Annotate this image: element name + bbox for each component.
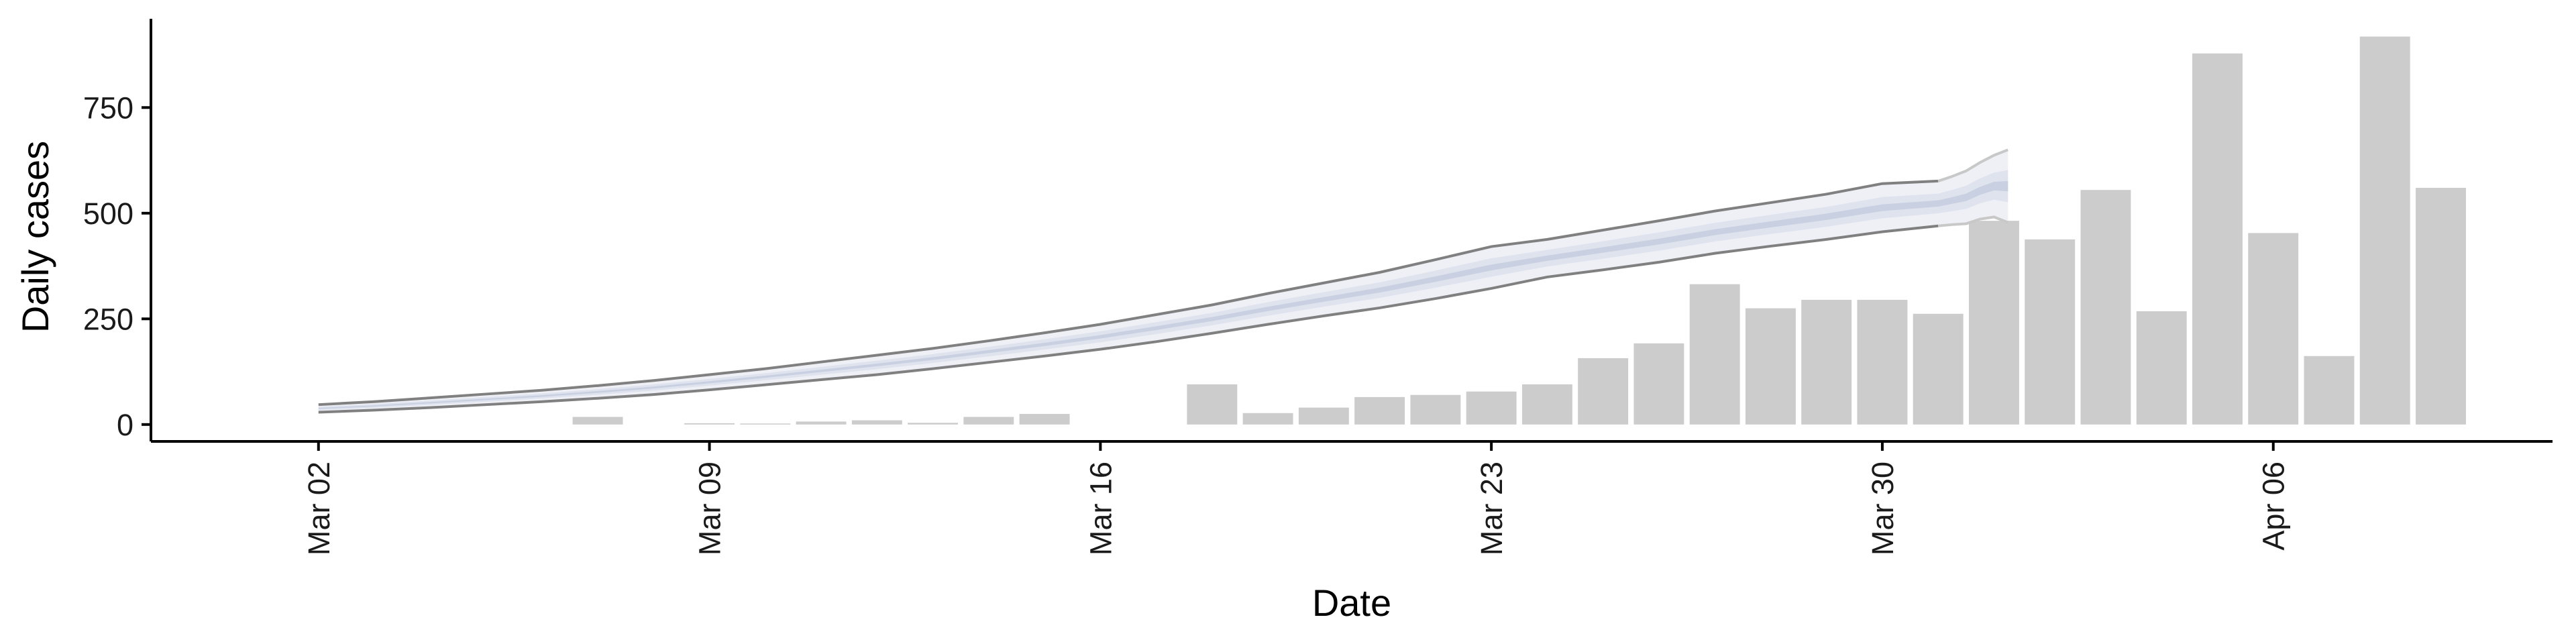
bar — [1187, 384, 1238, 425]
bar — [1466, 391, 1517, 425]
y-axis-title: Daily cases — [14, 141, 56, 333]
bar — [1410, 394, 1461, 425]
x-tick-label: Apr 06 — [2257, 462, 2291, 551]
axes-layer — [150, 19, 2553, 443]
bar — [2304, 356, 2355, 425]
y-tick-label: 500 — [83, 197, 133, 231]
bar — [2416, 188, 2466, 425]
bar — [1521, 384, 1572, 425]
x-tick-label: Mar 23 — [1474, 462, 1509, 555]
bar — [1745, 308, 1796, 425]
bar — [2192, 53, 2243, 425]
fit-lower-extension — [1938, 215, 2008, 227]
x-tick-label: Mar 09 — [693, 462, 727, 555]
bar — [2080, 190, 2131, 425]
bar — [1801, 299, 1852, 425]
bar — [796, 421, 847, 425]
bar — [2359, 36, 2410, 425]
bar — [1689, 284, 1740, 425]
bar — [1968, 221, 2019, 425]
fit-lower-line — [318, 224, 1939, 414]
bar — [2025, 239, 2076, 425]
bar — [1857, 299, 1908, 425]
bar — [740, 423, 791, 425]
y-tick-label: 250 — [83, 302, 133, 336]
fit-upper-line — [318, 179, 1939, 407]
bar — [1242, 413, 1293, 425]
y-tick-label: 0 — [117, 408, 133, 442]
bar — [1633, 343, 1684, 425]
bar — [963, 417, 1014, 425]
bar — [684, 423, 735, 425]
bar — [1913, 313, 1964, 425]
x-tick-label: Mar 16 — [1083, 462, 1118, 555]
y-tick-label: 750 — [83, 91, 133, 125]
bar — [1354, 396, 1405, 425]
bar — [1298, 407, 1349, 425]
bar — [2136, 311, 2187, 425]
x-tick-label: Mar 02 — [302, 462, 336, 555]
bar — [572, 417, 623, 425]
fit-lines-layer — [318, 148, 2008, 414]
x-tick-label: Mar 30 — [1866, 462, 1900, 555]
bars-layer — [572, 36, 2466, 425]
x-ticks: Mar 02 Mar 09 Mar 16 Mar 23 Mar 30 Apr 06 — [302, 441, 2291, 555]
bar — [2248, 233, 2299, 425]
fit-upper-extension — [1937, 148, 2008, 182]
bar — [851, 420, 902, 425]
bar — [1578, 358, 1629, 425]
y-ticks: 0 250 500 750 — [83, 91, 151, 442]
bar — [908, 423, 959, 425]
bar — [1019, 414, 1070, 425]
x-axis-title: Date — [1312, 582, 1391, 624]
